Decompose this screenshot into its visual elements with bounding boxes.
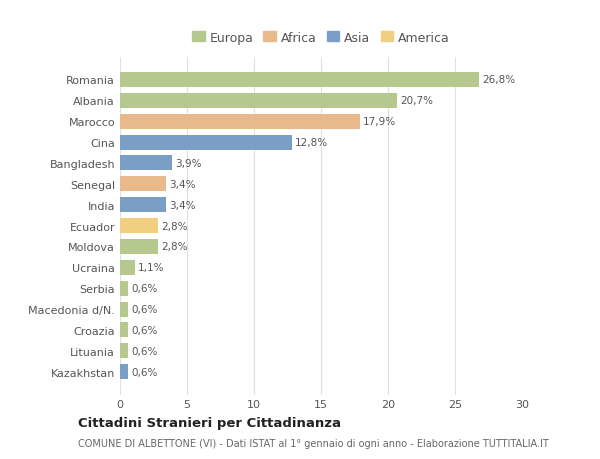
- Bar: [120, 302, 128, 317]
- Bar: [120, 323, 128, 338]
- Bar: [120, 177, 166, 192]
- Text: 0,6%: 0,6%: [131, 325, 158, 335]
- Bar: [120, 240, 158, 254]
- Bar: [120, 218, 158, 234]
- Bar: [120, 114, 360, 129]
- Text: 0,6%: 0,6%: [131, 284, 158, 294]
- Legend: Europa, Africa, Asia, America: Europa, Africa, Asia, America: [187, 27, 455, 50]
- Bar: [120, 156, 172, 171]
- Text: 0,6%: 0,6%: [131, 367, 158, 377]
- Bar: [120, 135, 292, 150]
- Bar: [120, 73, 479, 88]
- Text: 0,6%: 0,6%: [131, 304, 158, 314]
- Text: 3,9%: 3,9%: [176, 158, 202, 168]
- Text: 3,4%: 3,4%: [169, 179, 196, 190]
- Bar: [120, 344, 128, 358]
- Text: 2,8%: 2,8%: [161, 221, 187, 231]
- Bar: [120, 94, 397, 108]
- Text: 12,8%: 12,8%: [295, 138, 328, 148]
- Text: 17,9%: 17,9%: [363, 117, 397, 127]
- Bar: [120, 364, 128, 380]
- Text: 26,8%: 26,8%: [482, 75, 515, 85]
- Text: 20,7%: 20,7%: [401, 96, 434, 106]
- Bar: [120, 198, 166, 213]
- Text: 2,8%: 2,8%: [161, 242, 187, 252]
- Bar: [120, 260, 135, 275]
- Text: COMUNE DI ALBETTONE (VI) - Dati ISTAT al 1° gennaio di ogni anno - Elaborazione : COMUNE DI ALBETTONE (VI) - Dati ISTAT al…: [78, 438, 549, 448]
- Text: 0,6%: 0,6%: [131, 346, 158, 356]
- Text: 3,4%: 3,4%: [169, 200, 196, 210]
- Bar: [120, 281, 128, 296]
- Text: 1,1%: 1,1%: [138, 263, 164, 273]
- Text: Cittadini Stranieri per Cittadinanza: Cittadini Stranieri per Cittadinanza: [78, 416, 341, 429]
